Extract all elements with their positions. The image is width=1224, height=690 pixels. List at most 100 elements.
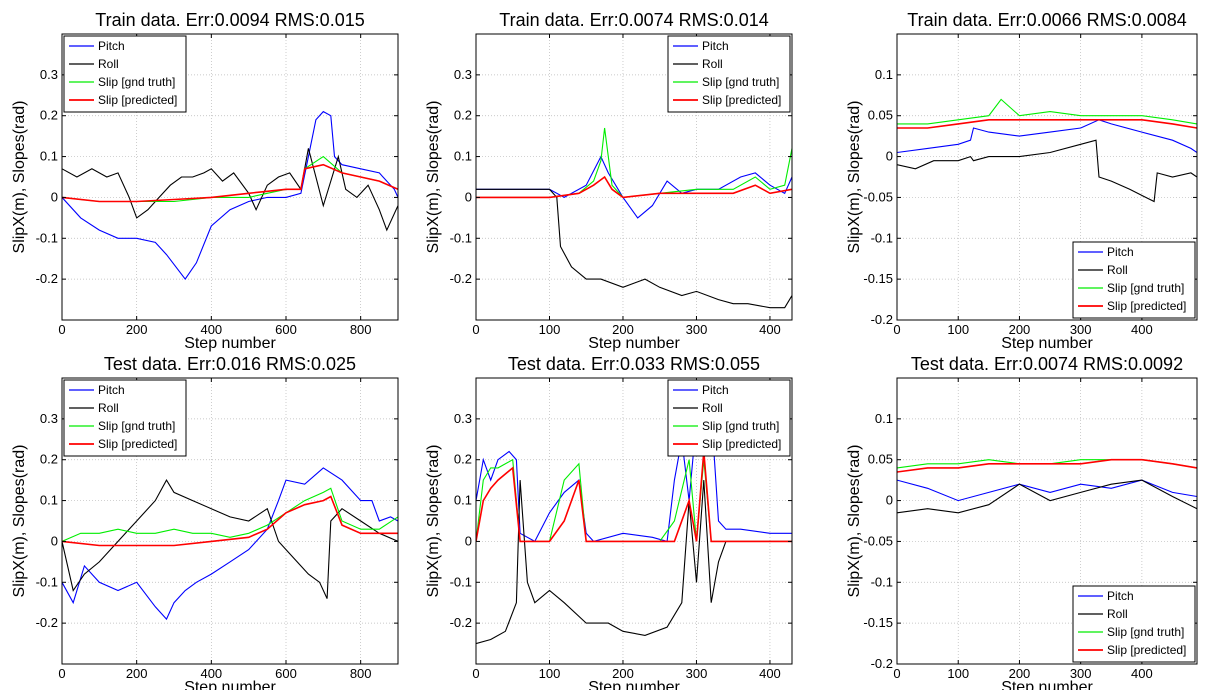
y-tick-label: 0.3 xyxy=(40,67,58,82)
y-axis-label: SlipX(m), Slopes(rad) xyxy=(846,101,863,254)
x-tick-label: 600 xyxy=(275,666,297,681)
legend-label: Slip [gnd truth] xyxy=(98,419,175,433)
y-tick-label: -0.1 xyxy=(36,574,58,589)
legend-label: Pitch xyxy=(702,383,729,397)
y-tick-label: 0.1 xyxy=(454,149,472,164)
series-line-roll xyxy=(476,188,792,309)
x-tick-label: 200 xyxy=(612,666,634,681)
x-tick-label: 0 xyxy=(58,322,65,337)
legend-label: Pitch xyxy=(98,39,125,53)
x-tick-label: 100 xyxy=(947,666,969,681)
x-tick-label: 0 xyxy=(58,666,65,681)
legend-label: Roll xyxy=(702,401,723,415)
legend-label: Roll xyxy=(98,57,119,71)
legend-label: Pitch xyxy=(702,39,729,53)
y-tick-label: -0.2 xyxy=(36,615,58,630)
legend-label: Roll xyxy=(1107,607,1128,621)
x-tick-label: 300 xyxy=(686,322,708,337)
series-line-slip-predicted xyxy=(897,458,1197,473)
legend-label: Slip [gnd truth] xyxy=(702,419,779,433)
series-line-slip-predicted xyxy=(897,119,1197,129)
legend-label: Roll xyxy=(702,57,723,71)
y-tick-label: 0.2 xyxy=(454,452,472,467)
y-tick-label: -0.15 xyxy=(863,615,893,630)
series-line-slip-predicted xyxy=(62,163,398,203)
y-tick-label: -0.05 xyxy=(863,533,893,548)
y-tick-label: -0.2 xyxy=(871,656,893,671)
y-tick-label: -0.1 xyxy=(36,230,58,245)
y-axis-label: SlipX(m), Slopes(rad) xyxy=(11,101,28,254)
y-tick-label: 0 xyxy=(465,189,472,204)
y-tick-label: 0.2 xyxy=(454,108,472,123)
x-axis-label: Step number xyxy=(184,335,276,352)
legend-label: Slip [predicted] xyxy=(98,437,177,451)
legend-label: Pitch xyxy=(1107,589,1134,603)
y-tick-label: 0 xyxy=(465,533,472,548)
chart-title: Test data. Err:0.0074 RMS:0.0092 xyxy=(911,354,1183,374)
series-line-pitch xyxy=(897,479,1197,502)
y-tick-label: 0 xyxy=(886,493,893,508)
legend: Pitch Roll Slip [gnd truth] Slip [predicted… xyxy=(63,379,187,457)
series-group xyxy=(476,397,792,645)
x-tick-label: 200 xyxy=(1009,666,1031,681)
axes-box xyxy=(896,33,1198,321)
y-tick-label: 0.1 xyxy=(875,411,893,426)
series-group xyxy=(62,467,398,621)
legend: Pitch Roll Slip [gnd truth] Slip [predicted… xyxy=(1072,585,1196,663)
series-line-slip-predicted xyxy=(476,175,792,199)
chart-title: Train data. Err:0.0094 RMS:0.015 xyxy=(95,10,364,30)
y-tick-label: -0.05 xyxy=(863,189,893,204)
y-tick-label: 0.05 xyxy=(868,108,893,123)
y-tick-label: -0.15 xyxy=(863,271,893,286)
legend-label: Slip [predicted] xyxy=(1107,299,1186,313)
x-tick-label: 0 xyxy=(472,666,479,681)
series-line-pitch xyxy=(476,155,792,219)
y-axis-label: SlipX(m), Slopes(rad) xyxy=(846,445,863,598)
y-tick-label: -0.2 xyxy=(450,271,472,286)
chart-panel-6: 0 100 200 300 400 -0.2 -0.15 -0.1 -0.05 0 0.05 0.1 T… xyxy=(846,354,1198,690)
x-axis-label: Step number xyxy=(588,335,680,352)
x-tick-label: 400 xyxy=(200,666,222,681)
y-axis-label: SlipX(m), Slopes(rad) xyxy=(425,445,442,598)
y-tick-label: 0.1 xyxy=(454,493,472,508)
series-line-roll xyxy=(897,479,1197,514)
y-tick-label: -0.1 xyxy=(871,230,893,245)
x-tick-label: 400 xyxy=(1131,666,1153,681)
y-tick-label: -0.2 xyxy=(871,312,893,327)
series-group xyxy=(62,110,398,281)
y-axis-label: SlipX(m), Slopes(rad) xyxy=(11,445,28,598)
chart-panel-3: 0 100 200 300 400 -0.2 -0.15 -0.1 -0.05 0 0.05 0.1 T… xyxy=(846,10,1198,352)
series-line-slip-gnd-truth xyxy=(62,487,398,542)
x-tick-label: 300 xyxy=(1070,322,1092,337)
legend-label: Pitch xyxy=(1107,245,1134,259)
legend-label: Pitch xyxy=(98,383,125,397)
legend-label: Slip [gnd truth] xyxy=(1107,281,1184,295)
chart-title: Test data. Err:0.033 RMS:0.055 xyxy=(508,354,760,374)
y-tick-label: -0.2 xyxy=(450,615,472,630)
x-tick-label: 0 xyxy=(893,322,900,337)
series-line-roll xyxy=(897,139,1197,203)
chart-title: Train data. Err:0.0066 RMS:0.0084 xyxy=(907,10,1186,30)
x-tick-label: 200 xyxy=(126,322,148,337)
chart-panel-4: 0 200 400 600 800 -0.2 -0.1 0 0.1 0.2 0.3 Test data… xyxy=(11,354,399,690)
legend-label: Slip [gnd truth] xyxy=(702,75,779,89)
y-tick-label: 0.1 xyxy=(40,493,58,508)
series-line-roll xyxy=(62,479,398,599)
axes-box xyxy=(475,377,793,665)
x-tick-label: 300 xyxy=(1070,666,1092,681)
x-axis-label: Step number xyxy=(588,679,680,690)
series-group xyxy=(897,458,1197,514)
y-tick-label: -0.1 xyxy=(871,574,893,589)
x-tick-label: 300 xyxy=(686,666,708,681)
axes-box xyxy=(61,33,399,321)
series-line-roll xyxy=(476,480,792,645)
chart-panel-5: 0 100 200 300 400 -0.2 -0.1 0 0.1 0.2 0.3 Test data… xyxy=(425,354,793,690)
y-tick-label: 0.3 xyxy=(454,411,472,426)
series-line-slip-gnd-truth xyxy=(897,98,1197,125)
x-tick-label: 400 xyxy=(1131,322,1153,337)
x-tick-label: 100 xyxy=(539,666,561,681)
x-tick-label: 400 xyxy=(759,322,781,337)
y-tick-label: 0 xyxy=(51,189,58,204)
chart-title: Train data. Err:0.0074 RMS:0.014 xyxy=(499,10,768,30)
legend-label: Roll xyxy=(1107,263,1128,277)
